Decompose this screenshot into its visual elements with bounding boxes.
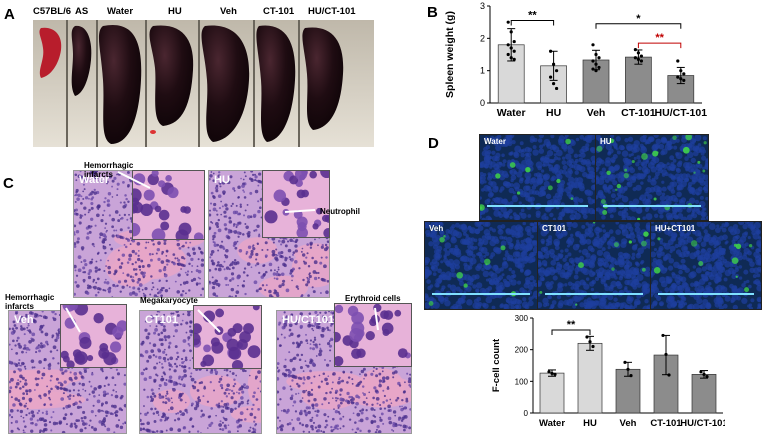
scale-bar [658, 293, 755, 295]
scale-bar [603, 205, 702, 207]
fluorescence-veh: Veh [424, 221, 538, 310]
x-tick-label: Veh [620, 418, 637, 429]
data-point [661, 334, 664, 337]
fluorescence-label: HU [600, 137, 612, 146]
fluorescence-hu-ct101: HU+CT101 [650, 221, 762, 310]
data-point [705, 375, 708, 378]
scale-bar [432, 293, 531, 295]
data-point [591, 345, 594, 348]
f-cell-count-chart: 0 100 200 300 F-cell count Water HU Veh CT-101HU… [485, 310, 725, 432]
significance-label: ** [567, 319, 576, 331]
data-point [702, 373, 705, 376]
data-point [629, 374, 632, 377]
data-point [626, 368, 629, 371]
x-tick-label: HU [583, 418, 597, 429]
data-point [623, 361, 626, 364]
x-tick-label: CT-101 [650, 418, 682, 429]
data-point [664, 353, 667, 356]
fluorescence-label: CT101 [542, 224, 566, 233]
scale-bar [487, 205, 588, 207]
bar [692, 374, 716, 413]
y-tick-label: 0 [524, 409, 529, 418]
data-point [550, 372, 553, 375]
data-point [547, 370, 550, 373]
data-point [585, 335, 588, 338]
data-point [699, 370, 702, 373]
bar [578, 343, 602, 413]
y-tick-label: 300 [515, 314, 529, 323]
fluorescence-hu: HU [595, 134, 709, 221]
fluorescence-label: Water [484, 137, 506, 146]
fluorescence-water: Water [479, 134, 596, 221]
fluorescence-label: Veh [429, 224, 443, 233]
x-tick-label: HU/CT-101 [680, 418, 725, 429]
y-tick-label: 200 [515, 346, 529, 355]
fluorescence-ct101: CT101 [537, 221, 651, 310]
data-point [553, 373, 556, 376]
data-point [667, 373, 670, 376]
fluorescence-label: HU+CT101 [655, 224, 695, 233]
bar [540, 373, 564, 413]
scale-bar [545, 293, 644, 295]
x-tick-label: Water [539, 418, 565, 429]
y-axis-label: F-cell count [491, 338, 502, 392]
y-tick-label: 100 [515, 377, 529, 386]
data-point [588, 340, 591, 343]
